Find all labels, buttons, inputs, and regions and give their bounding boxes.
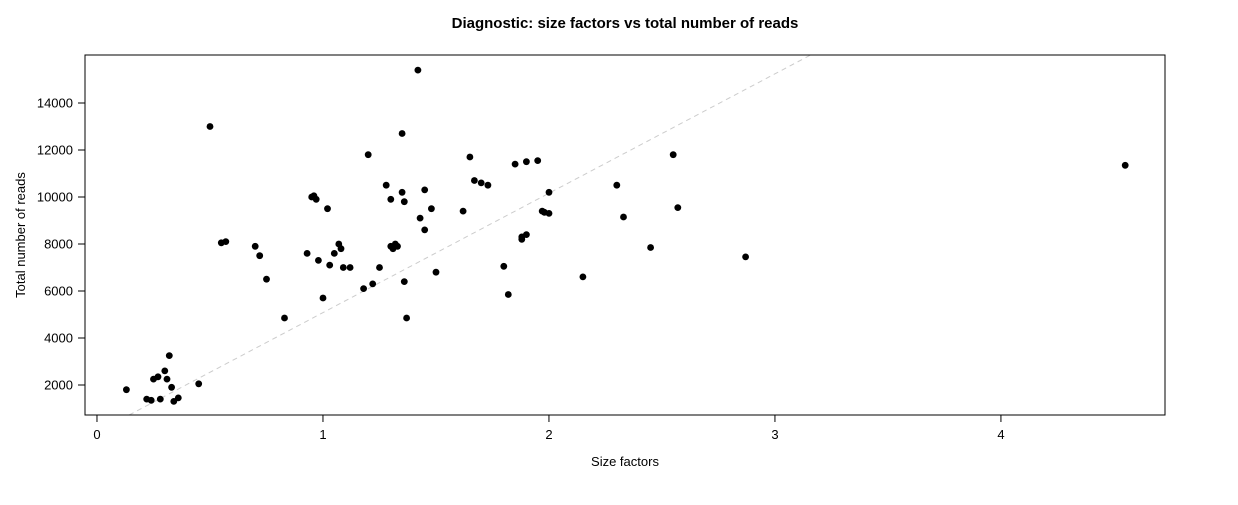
data-point	[613, 181, 621, 189]
data-point	[534, 157, 542, 165]
data-point	[421, 186, 429, 194]
data-point	[400, 278, 408, 285]
x-tick-label: 1	[319, 427, 326, 442]
data-point	[312, 195, 320, 203]
y-tick-label: 4000	[44, 330, 73, 345]
y-tick-label: 2000	[44, 377, 73, 392]
x-tick-label: 0	[93, 427, 100, 442]
data-point	[416, 214, 424, 222]
data-point	[400, 198, 408, 206]
data-point	[421, 226, 429, 234]
data-point	[545, 210, 553, 217]
y-tick-label: 14000	[37, 95, 73, 110]
data-point	[742, 253, 749, 261]
data-point	[303, 250, 311, 257]
data-point	[222, 238, 230, 246]
data-point	[518, 235, 526, 243]
data-point	[579, 273, 587, 281]
reference-line	[128, 54, 811, 416]
data-point	[369, 280, 377, 288]
data-point	[330, 250, 338, 257]
data-point	[620, 213, 627, 221]
data-point	[504, 291, 512, 298]
data-point	[471, 177, 478, 184]
x-tick-label: 4	[997, 427, 1004, 442]
data-point	[337, 245, 345, 253]
data-point	[394, 242, 401, 250]
x-axis-label: Size factors	[591, 454, 659, 469]
plot-area	[84, 54, 1166, 416]
data-point	[523, 231, 530, 239]
data-point	[263, 275, 270, 283]
data-point	[360, 285, 367, 292]
data-point	[163, 375, 171, 383]
data-point	[346, 264, 354, 271]
x-axis: 0 1 2 3 4	[93, 415, 1005, 442]
data-point	[1121, 161, 1129, 169]
reference-line-group	[128, 54, 811, 416]
data-point	[459, 207, 467, 215]
data-point	[545, 188, 553, 196]
data-point	[326, 261, 334, 269]
x-tick-label: 3	[771, 427, 778, 442]
points-group	[123, 66, 1129, 405]
data-point	[466, 153, 474, 161]
data-point	[387, 195, 395, 203]
data-point	[669, 151, 677, 159]
data-point	[123, 386, 130, 394]
data-point	[165, 352, 173, 359]
data-point	[523, 158, 530, 166]
data-point	[156, 395, 164, 403]
data-point	[398, 130, 406, 137]
data-point	[403, 314, 410, 322]
data-point	[477, 179, 485, 187]
data-point	[315, 257, 322, 264]
data-point	[364, 151, 372, 159]
data-point	[339, 264, 347, 271]
data-point	[281, 314, 288, 322]
data-point	[500, 262, 508, 270]
y-tick-label: 6000	[44, 283, 73, 298]
chart-title: Diagnostic: size factors vs total number…	[452, 15, 799, 32]
data-point	[511, 160, 519, 168]
y-tick-label: 12000	[37, 142, 73, 157]
data-point	[428, 205, 435, 213]
y-tick-label: 10000	[37, 189, 73, 204]
data-point	[647, 244, 654, 251]
y-axis-label: Total number of reads	[13, 172, 28, 298]
data-point	[324, 205, 331, 213]
data-point	[484, 181, 492, 189]
data-point	[398, 188, 406, 196]
data-point	[319, 294, 327, 302]
data-point	[154, 373, 162, 381]
data-point	[195, 380, 203, 388]
data-point	[161, 367, 169, 375]
y-axis: 2000 4000 6000 8000 10000 12000 14000	[37, 95, 85, 392]
data-point	[206, 123, 214, 130]
data-point	[382, 181, 390, 189]
data-point	[414, 66, 422, 74]
data-point	[147, 396, 155, 404]
data-point	[674, 204, 682, 212]
data-point	[376, 264, 383, 271]
data-point	[174, 394, 182, 402]
data-point	[432, 268, 440, 276]
data-point	[251, 242, 259, 250]
x-tick-label: 2	[545, 427, 552, 442]
data-point	[256, 252, 264, 260]
y-tick-label: 8000	[44, 236, 73, 251]
data-point	[168, 383, 176, 391]
